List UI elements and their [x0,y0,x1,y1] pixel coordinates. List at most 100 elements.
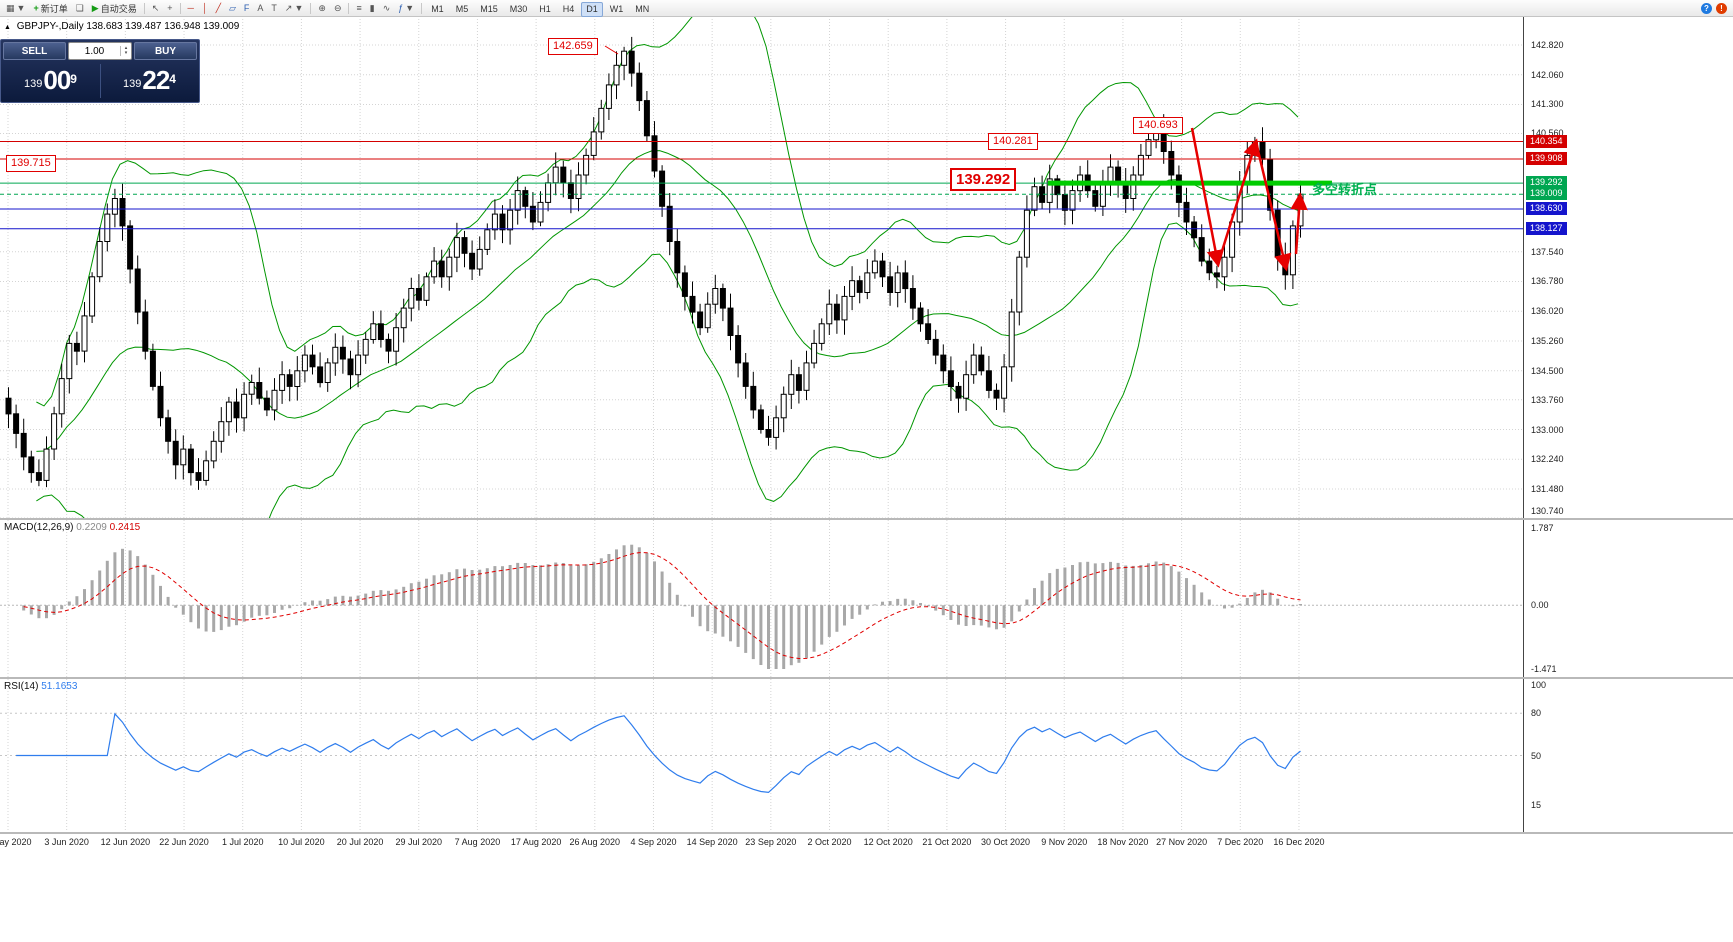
price-axis[interactable]: 142.820 142.060 141.300 140.560 137.540 136.7… [1523,16,1733,518]
lot-steppers[interactable]: ▴ ▾ [120,46,131,56]
price-callout[interactable]: 140.281 [988,133,1038,150]
pivot-note-text[interactable]: 多空转折点 [1312,182,1378,197]
vline-button[interactable]: │ [198,0,212,16]
text-button[interactable]: A [253,0,267,16]
autotrade-button[interactable]: ▶ 自动交易 [88,0,141,16]
arrows-button[interactable]: ↗ ▼ [281,0,307,16]
panel-splitter[interactable] [0,518,1733,520]
profiles-icon: ❏ [75,3,84,13]
price-callout[interactable]: 142.659 [548,38,598,55]
price-callout[interactable]: 139.292 [950,168,1017,191]
autotrade-label: 自动交易 [100,3,137,14]
bars-chart-button[interactable]: ≡ [352,0,365,16]
trendline-button[interactable]: ╱ [212,0,225,16]
date-label: 10 Jul 2020 [278,837,325,847]
community-badge-icon[interactable]: ? [1701,2,1712,14]
price-callout[interactable]: 140.693 [1133,117,1183,134]
timeframe-h1[interactable]: H1 [539,4,551,14]
timeframe-d1[interactable]: D1 [581,2,603,17]
date-label: 29 Jul 2020 [395,837,443,847]
timeframe-mn[interactable]: MN [635,4,650,14]
panel-splitter[interactable] [0,677,1733,679]
timeframe-m1[interactable]: M1 [431,4,444,14]
indicators-icon: ƒ [398,3,404,13]
panel-splitter[interactable] [0,832,1733,834]
price-tag: 138.630 [1526,202,1567,216]
trendline-icon: ╱ [215,3,221,13]
hline-button[interactable]: ─ [184,0,198,16]
indicators-button[interactable]: ƒ ▼ [394,0,418,16]
buy-button[interactable]: BUY [134,42,197,60]
date-label: 12 Oct 2020 [863,837,913,847]
price-axis-label: 130.740 [1531,506,1564,516]
timeframe-m15[interactable]: M15 [480,4,498,14]
candles-chart-button[interactable]: ▮ [366,0,379,16]
sell-price-sup: 9 [70,71,77,86]
zoom-in-button[interactable]: ⊕ [314,0,330,16]
buy-price-big: 22 [142,64,170,95]
macd-name: MACD(12,26,9) [4,522,74,533]
zoom-out-icon: ⊖ [333,3,342,13]
date-label: 23 Sep 2020 [745,837,797,847]
sell-button[interactable]: SELL [3,42,66,60]
date-label: 21 Oct 2020 [922,837,972,847]
cursor-icon: ↖ [151,3,160,13]
new-chart-icon: ▦ [6,3,15,13]
macd-value-2: 0.2415 [109,522,141,533]
buy-price[interactable]: 139 22 4 [100,66,199,97]
symbol-header: ▲ GBPJPY-,Daily 138.683 139.487 136.948 … [4,21,239,32]
date-axis[interactable]: 5 May 2020 3 Jun 2020 12 Jun 2020 22 Jun 20… [0,834,1733,852]
timeframe-m30[interactable]: M30 [509,4,528,14]
timeframe-h4[interactable]: H4 [562,4,575,14]
label-button[interactable]: T [267,0,281,16]
crosshair-button[interactable]: + [163,0,176,16]
new-order-button[interactable]: + 新订单 [29,0,71,16]
date-label: 30 Oct 2020 [981,837,1031,847]
stepper-up-icon[interactable]: ▴ [124,45,128,51]
stepper-down-icon[interactable]: ▾ [124,50,128,56]
rsi-canvas[interactable] [0,679,1523,832]
toolbar-right: ? ! [1701,2,1731,14]
zoom-in-icon: ⊕ [318,3,326,13]
price-tag: 140.354 [1526,134,1567,148]
price-tag: 139.908 [1526,152,1567,165]
timeframe-w1[interactable]: W1 [609,4,624,14]
main-chart-canvas[interactable] [0,16,1523,518]
price-axis-label: 135.260 [1531,336,1564,346]
plus-icon: + [33,3,39,13]
price-axis-label: 142.060 [1531,69,1564,80]
rsi-axis-label: 15 [1531,799,1542,810]
date-label: 27 Nov 2020 [1156,837,1208,847]
macd-canvas[interactable] [0,520,1523,677]
line-chart-button[interactable]: ∿ [379,0,395,16]
lot-size-stepper[interactable]: 1.00 ▴ ▾ [68,42,132,60]
macd-axis[interactable]: 1.787 0.00 -1.471 [1523,520,1733,677]
new-chart-button[interactable]: ▦ ▼ [2,0,29,16]
zoom-out-button[interactable]: ⊖ [330,0,346,16]
price-callout[interactable]: 139.715 [6,155,56,172]
price-tag: 139.009 [1526,187,1567,201]
channel-button[interactable]: ▱ [225,0,240,16]
date-label: 7 Dec 2020 [1217,837,1264,847]
bars-chart-icon: ≡ [356,3,362,13]
timeframe-m5[interactable]: M5 [455,4,469,14]
expand-triangle-icon[interactable]: ▲ [4,24,11,31]
rsi-axis-label: 100 [1531,680,1547,690]
price-axis-label: 137.540 [1531,246,1564,257]
profiles-button[interactable]: ❏ [72,0,88,16]
date-label: 2 Oct 2020 [807,837,852,847]
timeframe-bar: M1 M5 M15 M30 H1 H4 D1 W1 MN [425,0,655,17]
rsi-axis[interactable]: 100 80 50 15 [1523,679,1733,832]
candles-chart-icon: ▮ [369,3,375,13]
fibonacci-button[interactable]: F [240,0,254,16]
rsi-axis-label: 80 [1531,708,1542,719]
alert-badge-icon[interactable]: ! [1716,2,1727,14]
price-axis-label: 131.480 [1531,484,1564,495]
date-label: 12 Jun 2020 [100,837,151,847]
date-label: 18 Nov 2020 [1097,837,1149,847]
cursor-button[interactable]: ↖ [148,0,164,16]
price-axis-label: 141.300 [1531,99,1564,110]
date-label: 4 Sep 2020 [630,837,677,847]
sell-price[interactable]: 139 00 9 [1,66,100,97]
